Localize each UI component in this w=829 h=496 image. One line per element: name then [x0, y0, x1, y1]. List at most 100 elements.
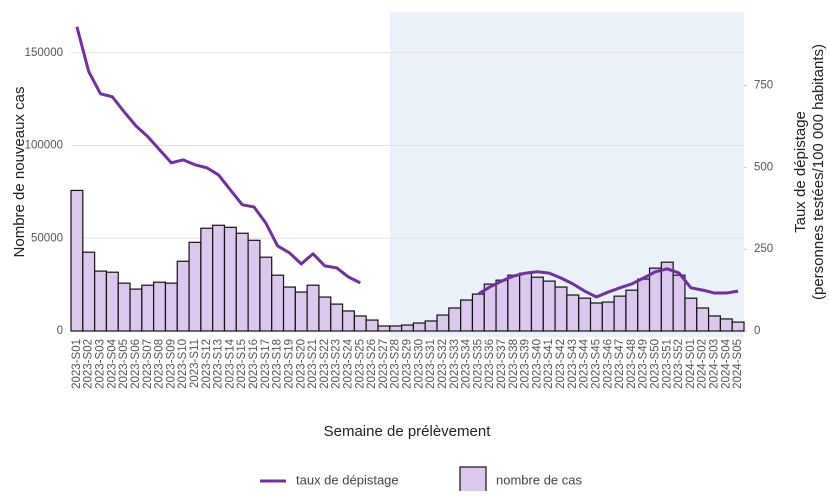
x-tick-label: 2023-S23 [331, 339, 343, 389]
bar [271, 274, 285, 332]
bar [294, 291, 308, 332]
bar [471, 293, 485, 332]
x-tick-label: 2023-S06 [130, 339, 142, 389]
x-tick-label: 2023-S32 [437, 339, 449, 389]
bar [542, 280, 556, 332]
x-tick-label: 2023-S43 [567, 339, 579, 389]
bar [412, 322, 426, 332]
bar [188, 241, 202, 332]
x-tick-label: 2024-S02 [697, 339, 709, 389]
y-axis-title: Nombre de nouveaux cas [11, 87, 28, 258]
bar [530, 276, 544, 332]
x-tick-label: 2023-S27 [378, 339, 390, 389]
x-tick-label: 2023-S22 [319, 339, 331, 389]
x-tick-label: 2023-S51 [661, 339, 673, 389]
bar [235, 232, 249, 332]
y2-tick-label: 750 [754, 80, 773, 92]
x-tick-label: 2023-S41 [543, 339, 555, 389]
legend-label: nombre de cas [496, 472, 582, 487]
y2-axis-title: (personnes testées/100 000 habitants) [810, 44, 827, 300]
y2-tick-label: 0 [754, 325, 760, 337]
legend-label: taux de dépistage [296, 472, 399, 487]
bar [578, 297, 592, 332]
bar [377, 325, 391, 332]
bar [259, 256, 273, 332]
x-tick-label: 2023-S24 [342, 338, 354, 388]
x-tick-label: 2023-S49 [638, 339, 650, 389]
bar [365, 319, 379, 332]
x-tick-label: 2023-S17 [260, 339, 272, 389]
x-tick-label: 2024-S04 [720, 338, 732, 388]
bar [696, 307, 710, 332]
bar [672, 274, 686, 332]
bar [176, 260, 190, 332]
line [75, 26, 739, 299]
x-tick-label: 2023-S31 [425, 339, 437, 389]
bar [660, 261, 674, 332]
legend-swatch [459, 466, 487, 494]
bar [707, 315, 721, 332]
y2-tick-label: 250 [754, 243, 773, 255]
x-tick-label: 2023-S30 [413, 339, 425, 389]
bar [223, 226, 237, 332]
x-tick-label: 2023-S26 [366, 339, 378, 389]
x-tick-label: 2023-S29 [402, 339, 414, 389]
bar [82, 251, 96, 332]
x-tick-label: 2023-S42 [555, 339, 567, 389]
bar [566, 294, 580, 332]
x-tick-label: 2023-S13 [213, 339, 225, 389]
bar [519, 272, 533, 332]
x-tick-label: 2023-S05 [118, 339, 130, 389]
x-tick-label: 2023-S01 [71, 339, 83, 389]
x-tick-label: 2023-S45 [590, 339, 602, 389]
bar [353, 315, 367, 332]
y-tick-label: 100000 [25, 140, 63, 152]
x-tick-label: 2023-S52 [673, 339, 685, 389]
x-tick-label: 2023-S03 [95, 339, 107, 389]
x-tick-label: 2023-S08 [154, 339, 166, 389]
x-tick-label: 2023-S21 [307, 339, 319, 389]
bar [141, 284, 155, 332]
bar [625, 289, 639, 332]
bar [648, 267, 662, 332]
bar [389, 325, 403, 332]
y-tick-label: 0 [57, 325, 63, 337]
x-tick-label: 2023-S07 [142, 339, 154, 389]
bar [448, 307, 462, 332]
bar [164, 282, 178, 332]
bar [318, 296, 332, 332]
bar [589, 302, 603, 332]
x-tick-label: 2023-S48 [626, 339, 638, 389]
x-tick-label: 2023-S12 [201, 339, 213, 389]
bar [424, 320, 438, 332]
x-tick-label: 2023-S40 [531, 339, 543, 389]
bar [341, 310, 355, 332]
x-tick-label: 2023-S35 [472, 339, 484, 389]
x-tick-label: 2023-S16 [248, 339, 260, 389]
bar [282, 286, 296, 332]
bar [495, 279, 509, 332]
bar [436, 314, 450, 332]
x-tick-label: 2024-S03 [709, 339, 721, 389]
y-tick-label: 150000 [25, 47, 63, 59]
x-tick-label: 2023-S33 [449, 339, 461, 389]
bar [613, 295, 627, 332]
bar [94, 270, 108, 332]
x-tick-label: 2023-S50 [649, 339, 661, 389]
bar [601, 301, 615, 332]
bar [200, 227, 214, 332]
x-tick-label: 2023-S11 [189, 339, 201, 388]
bar [153, 281, 167, 332]
y-tick-label: 50000 [31, 232, 63, 244]
bar [400, 324, 415, 332]
x-tick-label: 2023-S28 [390, 339, 402, 389]
x-tick-label: 2023-S36 [484, 339, 496, 389]
bar [637, 278, 651, 332]
x-tick-label: 2023-S19 [283, 339, 295, 389]
bar [460, 299, 474, 332]
x-tick-label: 2023-S37 [496, 339, 508, 389]
x-tick-label: 2023-S10 [177, 339, 189, 389]
bar [70, 189, 84, 332]
bar [684, 297, 698, 332]
